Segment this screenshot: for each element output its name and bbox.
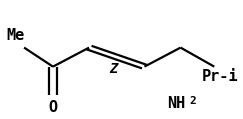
Text: Me: Me — [7, 28, 25, 43]
Text: Z: Z — [109, 62, 117, 76]
Text: O: O — [48, 100, 58, 115]
Text: 2: 2 — [189, 96, 196, 106]
Text: NH: NH — [167, 96, 185, 111]
Text: Pr-i: Pr-i — [202, 69, 239, 84]
